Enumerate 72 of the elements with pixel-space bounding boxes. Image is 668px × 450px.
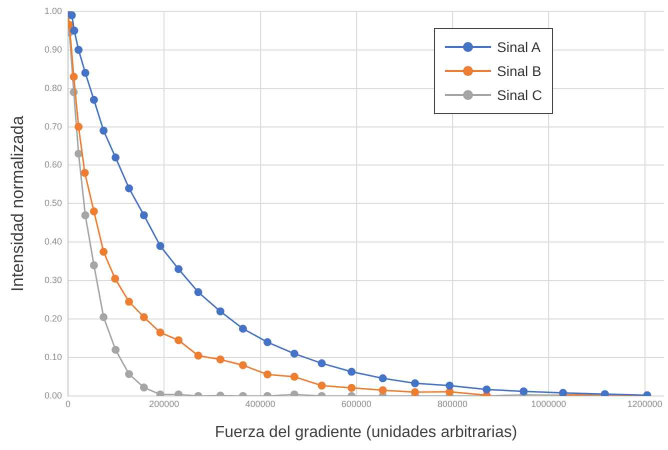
point [348, 368, 356, 376]
point [216, 355, 224, 364]
legend-label: Sinal C [497, 87, 542, 103]
point [411, 379, 420, 388]
point [100, 313, 108, 322]
x-tick-label: 800000 [437, 398, 468, 409]
point [81, 211, 90, 220]
y-tick-label: 1.00 [44, 6, 62, 16]
point [348, 384, 356, 392]
point [125, 370, 134, 378]
x-tick-label: 0 [65, 398, 71, 409]
y-tick-label: 0.80 [44, 82, 62, 93]
point [290, 350, 298, 358]
y-tick-label: 0.10 [44, 352, 62, 362]
point [446, 382, 454, 390]
point [156, 242, 164, 250]
point [90, 261, 98, 270]
legend-label: Sinal A [497, 39, 541, 55]
point [194, 288, 202, 296]
legend-label: Sinal B [497, 63, 542, 79]
point [238, 324, 247, 333]
point [112, 154, 120, 162]
point [140, 211, 148, 220]
point [68, 11, 76, 20]
point [74, 150, 83, 158]
point [482, 385, 491, 394]
point [74, 46, 83, 54]
x-tick-label: 400000 [245, 398, 276, 409]
y-tick-label: 0.40 [44, 236, 62, 247]
point [411, 388, 420, 396]
point [100, 126, 108, 135]
y-tick-label: 0.50 [44, 198, 62, 208]
point [263, 370, 272, 378]
x-tick-label: 1000000 [531, 398, 566, 409]
point [80, 168, 89, 177]
point [90, 96, 98, 104]
point [378, 386, 387, 394]
x-axis-title: Fuerza del gradiente (unidades arbitrarias) [214, 424, 518, 441]
point [216, 307, 224, 316]
point [90, 207, 98, 216]
point [520, 387, 528, 396]
x-tick-label: 600000 [341, 398, 372, 409]
point [125, 298, 134, 306]
point [174, 265, 183, 274]
x-tick-label: 1200000 [627, 398, 662, 409]
point [174, 336, 183, 344]
point [318, 382, 326, 390]
point [70, 26, 78, 35]
point [378, 374, 387, 382]
point [140, 384, 148, 392]
point [70, 72, 78, 81]
y-axis-title: Intensidad normalizada [8, 115, 27, 292]
x-tick-label: 200000 [149, 398, 180, 409]
point [194, 352, 202, 360]
y-tick-label: 0.70 [44, 121, 62, 132]
point [156, 328, 164, 337]
y-tick-label: 0.30 [44, 275, 62, 286]
point [263, 338, 272, 346]
y-tick-label: 0.90 [44, 44, 62, 54]
point [112, 346, 120, 354]
point [81, 68, 90, 77]
point [125, 184, 134, 192]
y-tick-label: 0.20 [44, 314, 62, 324]
y-tick-label: 0.60 [44, 160, 62, 170]
point [238, 361, 247, 370]
y-tick-label: 0.00 [44, 390, 62, 400]
point [140, 313, 148, 322]
point [100, 248, 108, 256]
point [318, 359, 326, 368]
point [111, 274, 120, 283]
point [74, 122, 83, 131]
point [290, 372, 298, 381]
